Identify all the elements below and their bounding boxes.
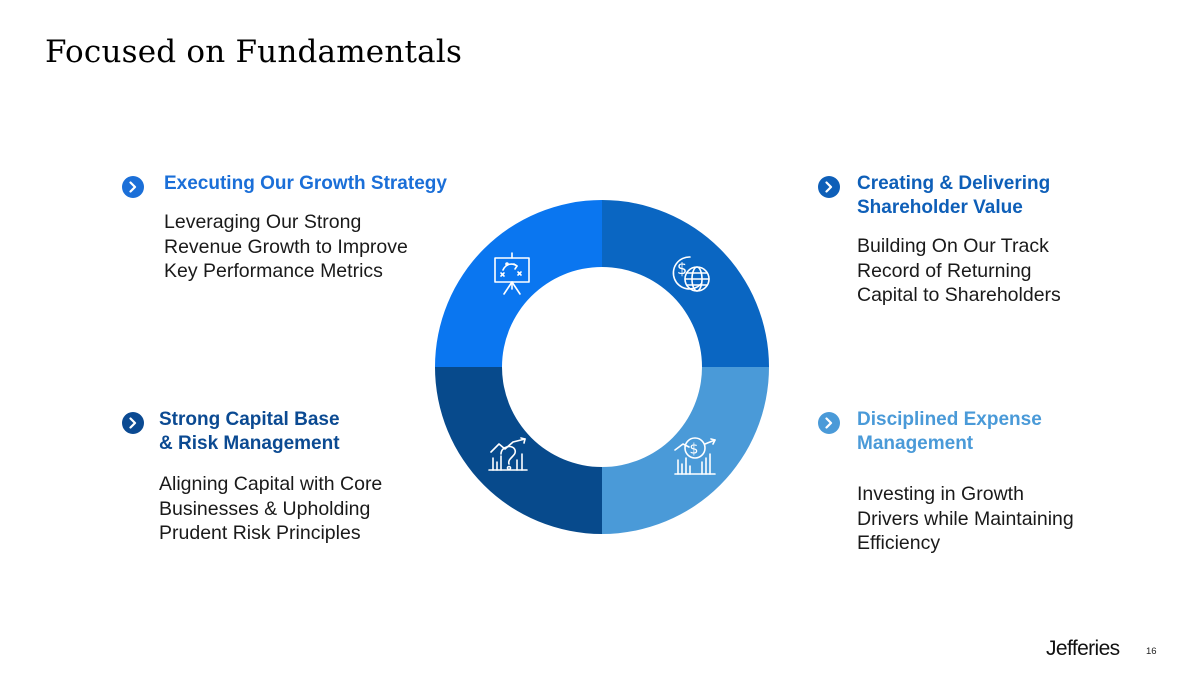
section-description: Leveraging Our Strong Revenue Growth to … bbox=[164, 211, 408, 282]
section-shareholder-value: Creating & Delivering Shareholder Value … bbox=[818, 172, 1118, 308]
page-number: 16 bbox=[1146, 646, 1157, 657]
page-title: Focused on Fundamentals bbox=[45, 34, 463, 70]
company-logo: Jefferies bbox=[1046, 637, 1120, 660]
chevron-right-icon bbox=[122, 176, 144, 198]
svg-text:$: $ bbox=[677, 259, 687, 278]
section-description: Aligning Capital with Core Businesses & … bbox=[159, 473, 383, 544]
section-header: Creating & Delivering Shareholder Value bbox=[818, 172, 1118, 220]
risk-analysis-chart-icon bbox=[488, 437, 528, 471]
fundamentals-donut: $ $ bbox=[435, 200, 769, 534]
donut-segment-bottom-left bbox=[435, 367, 602, 534]
chevron-right-icon bbox=[818, 412, 840, 434]
section-expense-management: Disciplined Expense Management Investing… bbox=[818, 408, 1118, 556]
section-header: Executing Our Growth Strategy bbox=[122, 172, 452, 198]
section-growth-strategy: Executing Our Growth Strategy Leveraging… bbox=[122, 172, 452, 284]
dollar-globe-icon: $ bbox=[672, 256, 710, 292]
strategy-board-icon bbox=[494, 252, 530, 295]
chevron-right-icon bbox=[122, 412, 144, 434]
donut-segment-top-left bbox=[435, 200, 602, 367]
section-heading: Strong Capital Base & Risk Management bbox=[159, 409, 340, 454]
section-description: Building On Our Track Record of Returnin… bbox=[857, 235, 1061, 306]
dollar-growth-chart-icon: $ bbox=[674, 437, 716, 475]
section-header: Disciplined Expense Management bbox=[818, 408, 1118, 456]
section-description: Investing in Growth Drivers while Mainta… bbox=[857, 483, 1074, 554]
section-capital-risk: Strong Capital Base & Risk Management Al… bbox=[122, 408, 422, 546]
section-header: Strong Capital Base & Risk Management bbox=[122, 408, 422, 456]
chevron-right-icon bbox=[818, 176, 840, 198]
section-heading: Disciplined Expense Management bbox=[857, 409, 1042, 454]
section-heading: Executing Our Growth Strategy bbox=[164, 173, 447, 194]
section-heading: Creating & Delivering Shareholder Value bbox=[857, 173, 1051, 218]
svg-text:$: $ bbox=[690, 442, 699, 458]
